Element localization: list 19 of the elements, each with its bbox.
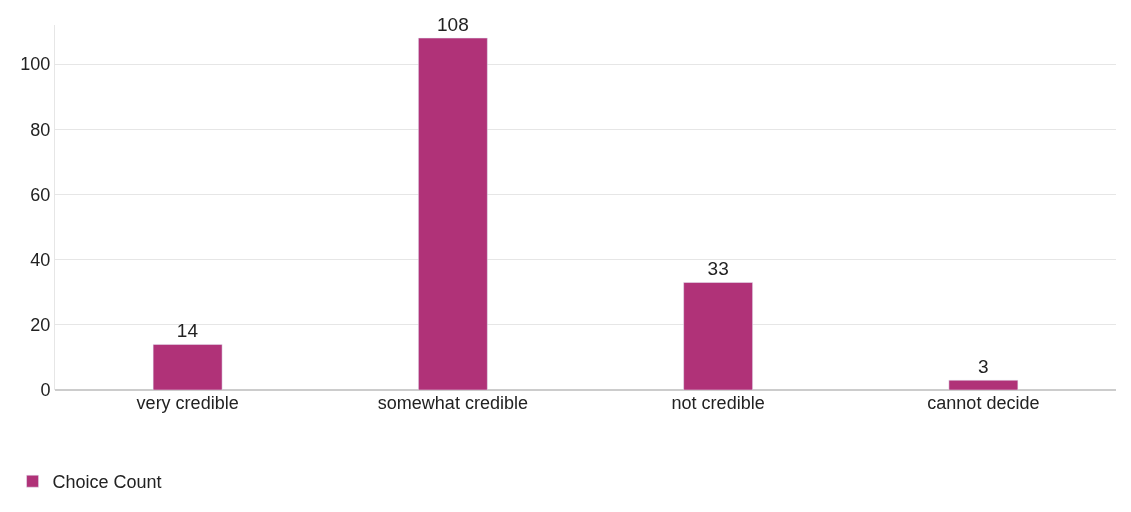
legend-label: Choice Count bbox=[52, 472, 162, 493]
data-label: 3 bbox=[978, 356, 989, 378]
x-tick-label: somewhat credible bbox=[377, 393, 528, 413]
data-label: 108 bbox=[437, 14, 469, 36]
bar bbox=[152, 344, 223, 390]
data-label: 14 bbox=[176, 320, 199, 342]
bar bbox=[418, 37, 488, 390]
y-tick-label: 20 bbox=[30, 315, 51, 336]
y-tick-label: 0 bbox=[40, 380, 51, 401]
data-label: 33 bbox=[707, 258, 729, 280]
y-tick-label: 60 bbox=[30, 184, 51, 205]
x-tick-label: not credible bbox=[671, 393, 765, 413]
y-tick-label: 100 bbox=[20, 54, 51, 75]
bar bbox=[948, 379, 1019, 390]
x-tick-label: very credible bbox=[136, 393, 239, 413]
bar bbox=[683, 282, 753, 390]
y-tick-label: 40 bbox=[30, 249, 51, 270]
y-tick-label: 80 bbox=[30, 119, 51, 140]
x-tick-label: cannot decide bbox=[927, 393, 1040, 413]
